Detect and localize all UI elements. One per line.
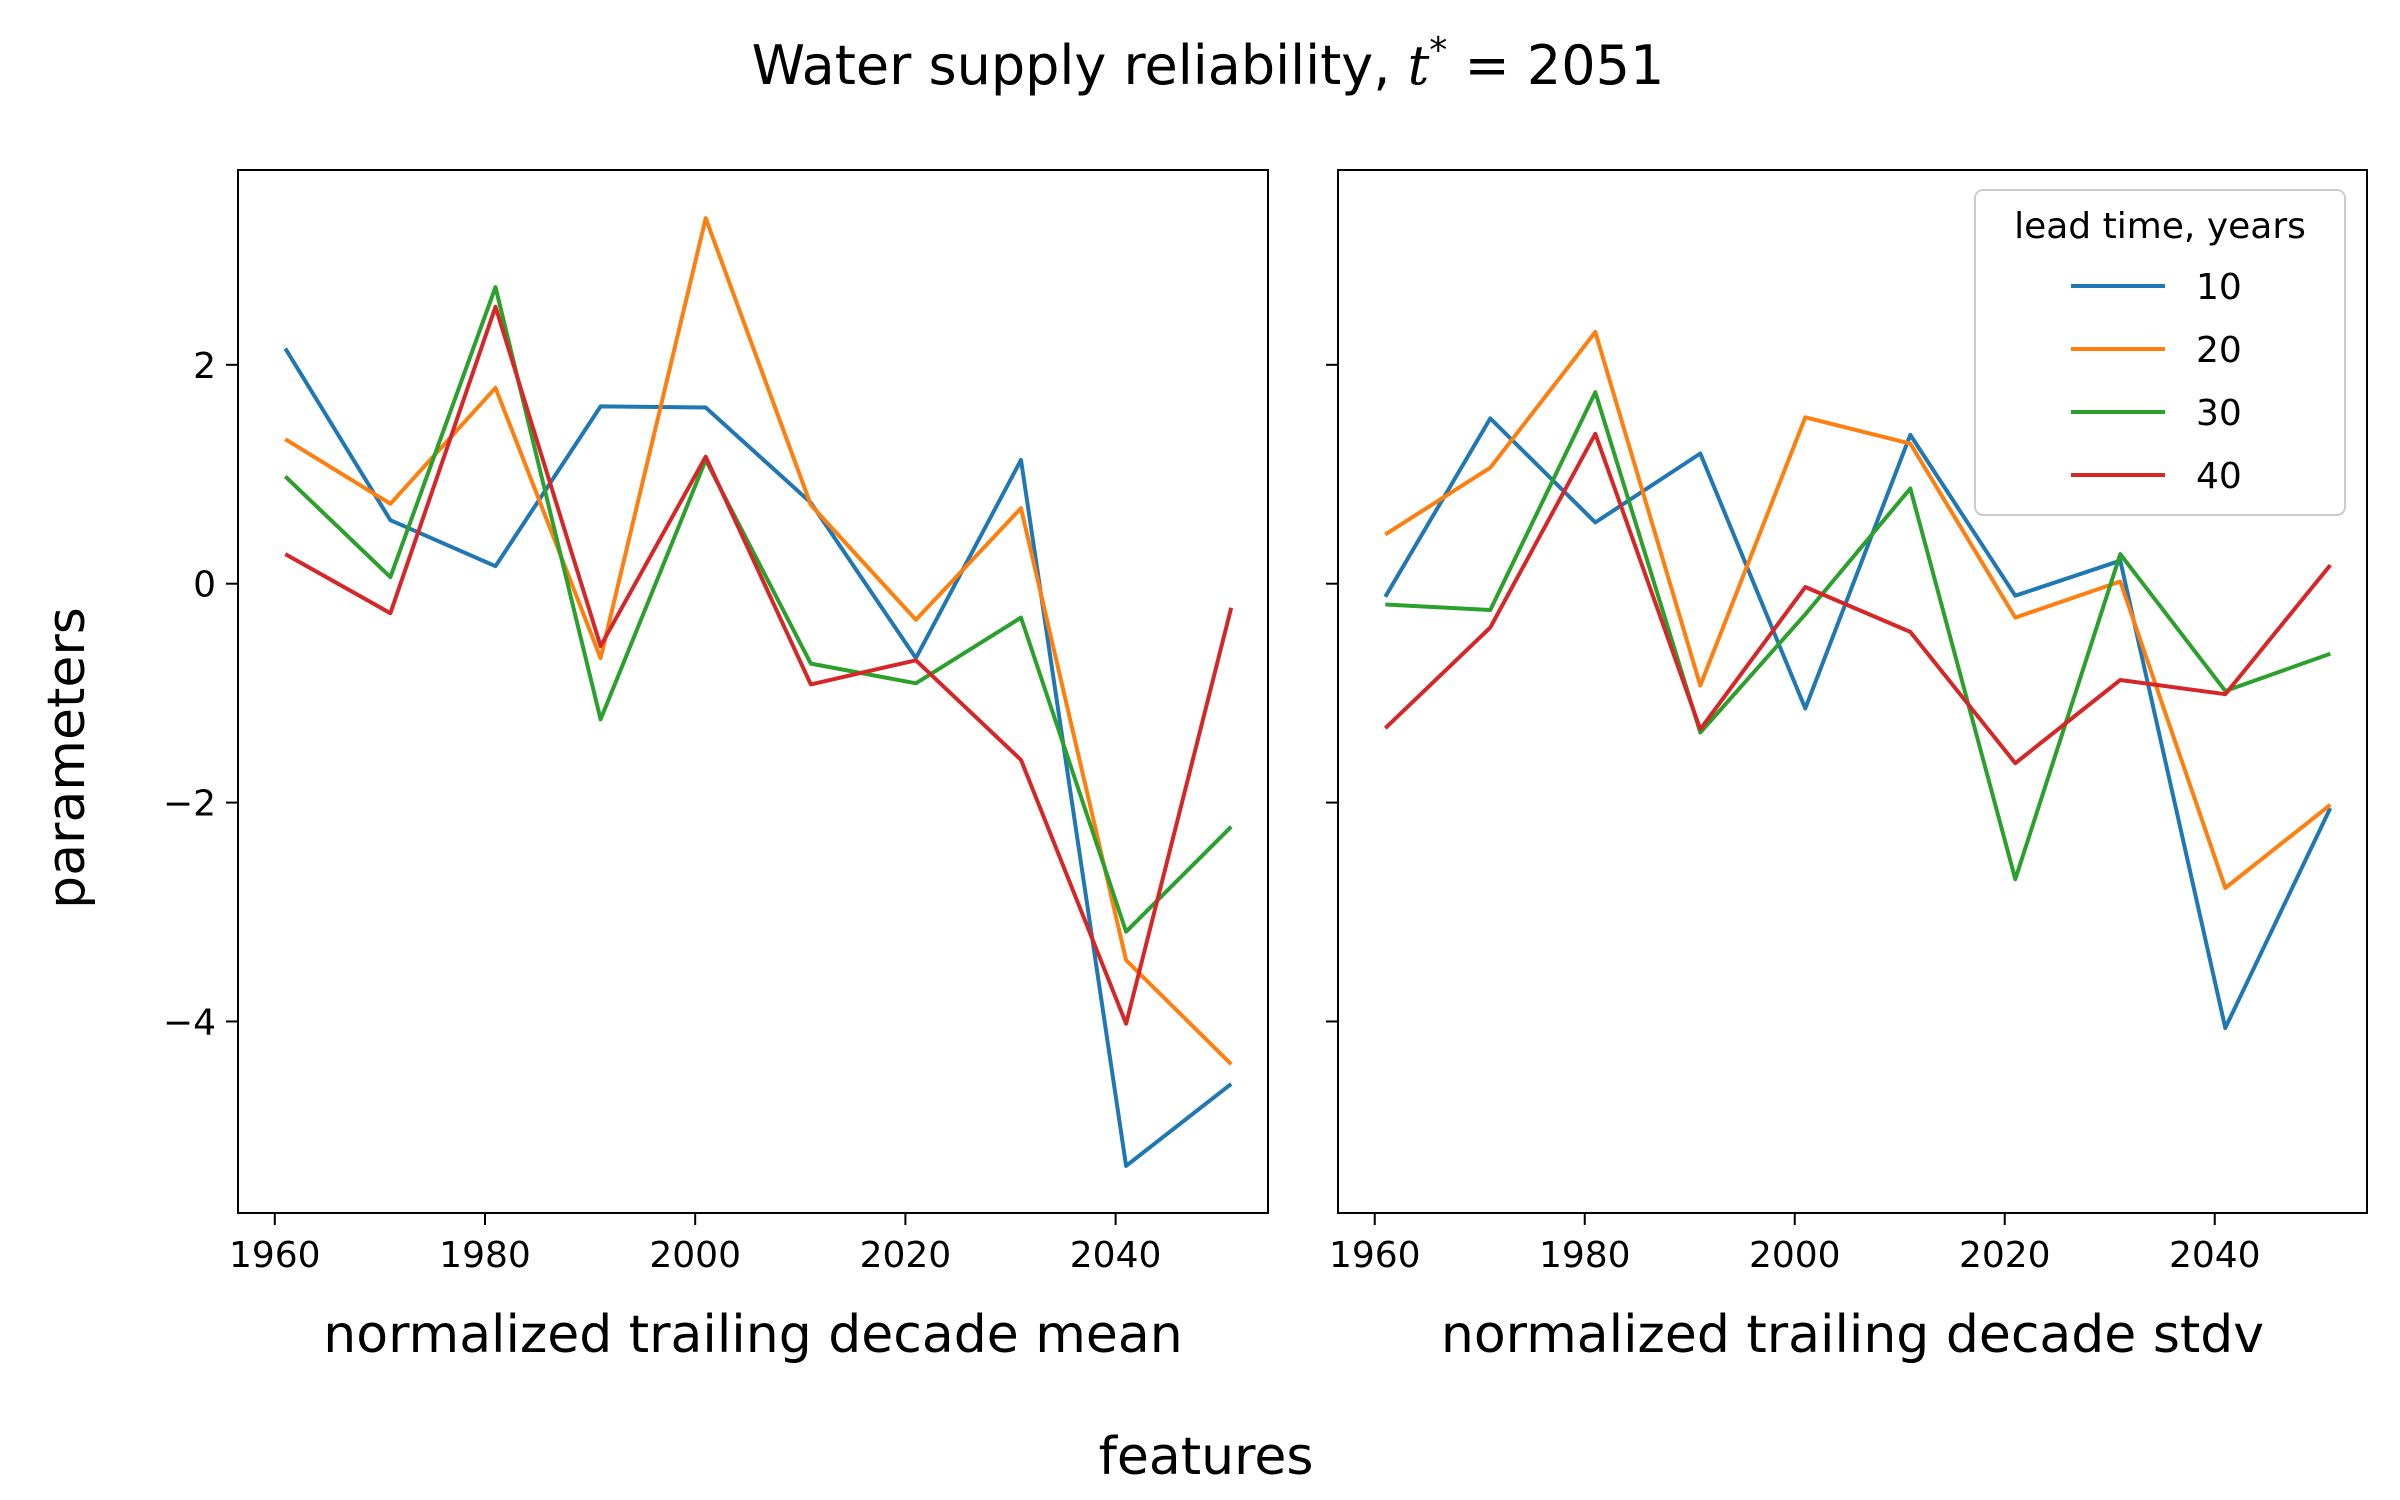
- series-line-30: [1385, 390, 2331, 882]
- series-line-40: [1383, 431, 2332, 766]
- y-axis-title: parameters: [37, 607, 97, 909]
- legend-label-20: 20: [2196, 330, 2242, 371]
- figure-title-math-sup: *: [1429, 30, 1447, 71]
- axes-frame: [1337, 169, 2368, 1214]
- y-tick-label: 2: [193, 346, 216, 387]
- series-line-10: [1383, 416, 2333, 1030]
- y-tick-label: 0: [193, 565, 216, 606]
- figure-title: Water supply reliability, t* = 2051: [752, 30, 1665, 97]
- figure-title-text: Water supply reliability,: [752, 34, 1408, 97]
- y-tick-label: −4: [163, 1002, 216, 1043]
- legend-frame: [1974, 189, 2346, 516]
- x-tick-label: 2000: [649, 1235, 741, 1276]
- legend-label-40: 40: [2196, 456, 2242, 497]
- axes-frame: [237, 169, 1269, 1214]
- y-tick-label: −2: [163, 784, 216, 825]
- x-tick-label: 1960: [229, 1235, 321, 1276]
- series-line-30: [283, 285, 1233, 934]
- x-tick-label: 1960: [1329, 1235, 1421, 1276]
- legend-label-30: 30: [2196, 393, 2242, 434]
- legend-title: lead time, years: [2014, 206, 2306, 247]
- x-tick-label: 2020: [1959, 1235, 2051, 1276]
- series-line-20: [1384, 330, 2332, 890]
- x-tick-label: 2020: [860, 1235, 952, 1276]
- x-axis-label: normalized trailing decade stdv: [1441, 1305, 2264, 1365]
- series-line-10: [283, 347, 1233, 1168]
- x-tick-label: 2040: [1070, 1235, 1162, 1276]
- figure-title-math-symbol: t: [1408, 34, 1430, 97]
- figure-title-math-rest: = 2051: [1447, 34, 1664, 97]
- series-line-20: [284, 216, 1233, 1066]
- x-tick-label: 2040: [2169, 1235, 2261, 1276]
- panel-trailing-decade-mean: 1960 1980 2000 2020 2040 −4 −2 0 2 normalized tra…: [163, 169, 1269, 1365]
- legend: lead time, years 10 20 30 40: [1974, 189, 2346, 516]
- series-line-40: [284, 304, 1234, 1026]
- x-tick-label: 1980: [1539, 1235, 1631, 1276]
- features-label: features: [1099, 1427, 1314, 1487]
- legend-label-10: 10: [2196, 267, 2242, 308]
- x-tick-label: 1980: [439, 1235, 531, 1276]
- x-axis-label: normalized trailing decade mean: [323, 1305, 1182, 1365]
- x-tick-label: 2000: [1749, 1235, 1841, 1276]
